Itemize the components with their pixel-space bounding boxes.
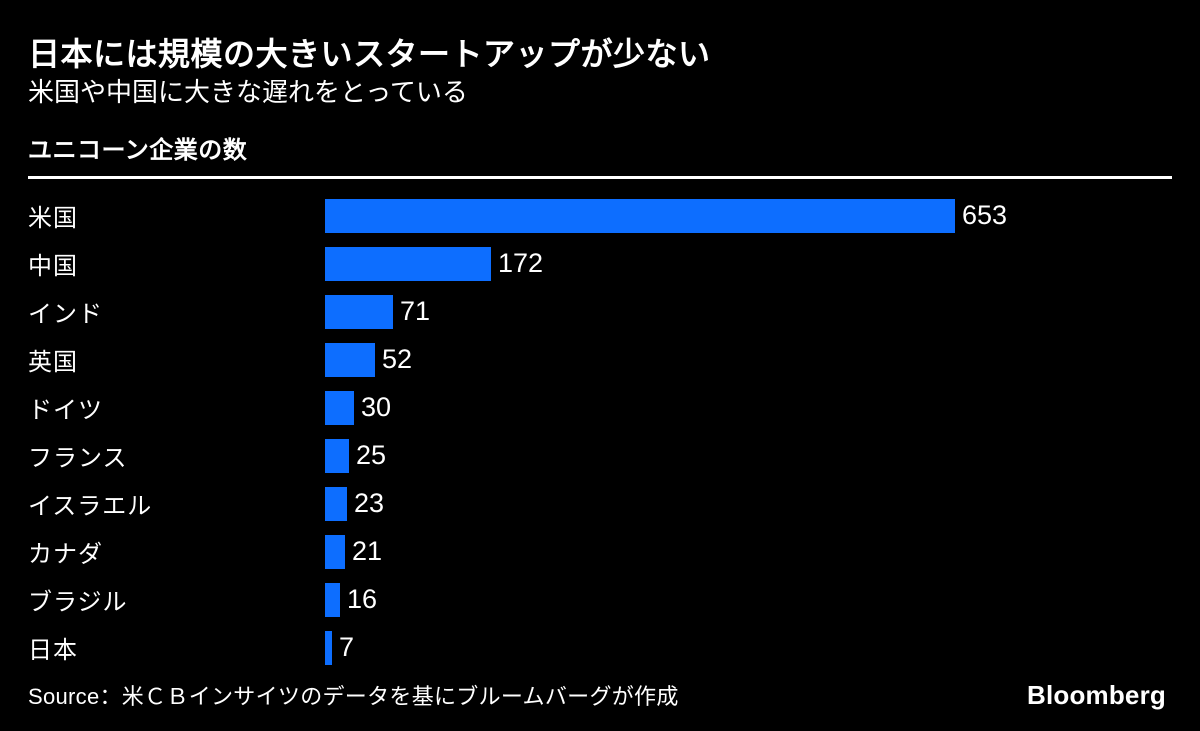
bar bbox=[325, 582, 340, 617]
value-label: 21 bbox=[352, 536, 383, 567]
country-label: イスラエル bbox=[28, 493, 153, 521]
bar-row: 日本 7 bbox=[28, 624, 1172, 672]
page-title: 日本には規模の大きいスタートアップが少ない bbox=[28, 36, 711, 72]
axis-title: ユニコーン企業の数 bbox=[28, 136, 248, 164]
page-subtitle: 米国や中国に大きな遅れをとっている bbox=[28, 77, 468, 107]
country-label: フランス bbox=[28, 445, 128, 473]
bar bbox=[325, 438, 349, 473]
bar bbox=[325, 486, 347, 521]
bar-row: フランス 25 bbox=[28, 432, 1172, 480]
bar-row: ドイツ 30 bbox=[28, 384, 1172, 432]
country-label: インド bbox=[28, 301, 103, 329]
value-label: 16 bbox=[347, 584, 378, 615]
value-label: 52 bbox=[382, 344, 413, 375]
bar bbox=[325, 342, 375, 377]
bar-row: 中国 172 bbox=[28, 240, 1172, 288]
value-label: 30 bbox=[361, 392, 392, 423]
source-note: Source：米ＣＢインサイツのデータを基にブルームバーグが作成 bbox=[28, 684, 679, 709]
bar bbox=[325, 534, 345, 569]
bar-row: カナダ 21 bbox=[28, 528, 1172, 576]
bar bbox=[325, 198, 955, 233]
bar bbox=[325, 390, 354, 425]
country-label: ブラジル bbox=[28, 589, 128, 617]
value-label: 172 bbox=[498, 248, 544, 279]
value-label: 653 bbox=[962, 200, 1008, 231]
bar-chart: 米国 653 中国 172 インド 71 英国 52 ドイツ 30 フランス 25 イスラエル 23 カナダ… bbox=[28, 192, 1172, 672]
bar-row: イスラエル 23 bbox=[28, 480, 1172, 528]
value-label: 71 bbox=[400, 296, 431, 327]
country-label: 英国 bbox=[28, 349, 78, 377]
bar-row: インド 71 bbox=[28, 288, 1172, 336]
footer: Source：米ＣＢインサイツのデータを基にブルームバーグが作成 Bloombe… bbox=[28, 679, 1172, 711]
bar bbox=[325, 294, 393, 329]
value-label: 23 bbox=[354, 488, 385, 519]
country-label: 米国 bbox=[28, 205, 78, 233]
bar-row: ブラジル 16 bbox=[28, 576, 1172, 624]
bar-row: 英国 52 bbox=[28, 336, 1172, 384]
value-label: 7 bbox=[339, 632, 355, 663]
country-label: 中国 bbox=[28, 253, 78, 281]
value-label: 25 bbox=[356, 440, 387, 471]
top-rule bbox=[28, 175, 1172, 179]
bloomberg-logo: Bloomberg bbox=[1026, 679, 1166, 710]
bar bbox=[325, 246, 491, 281]
country-label: 日本 bbox=[28, 637, 78, 665]
bar bbox=[325, 630, 332, 665]
country-label: カナダ bbox=[28, 541, 103, 569]
country-label: ドイツ bbox=[28, 397, 103, 425]
bar-row: 米国 653 bbox=[28, 192, 1172, 240]
